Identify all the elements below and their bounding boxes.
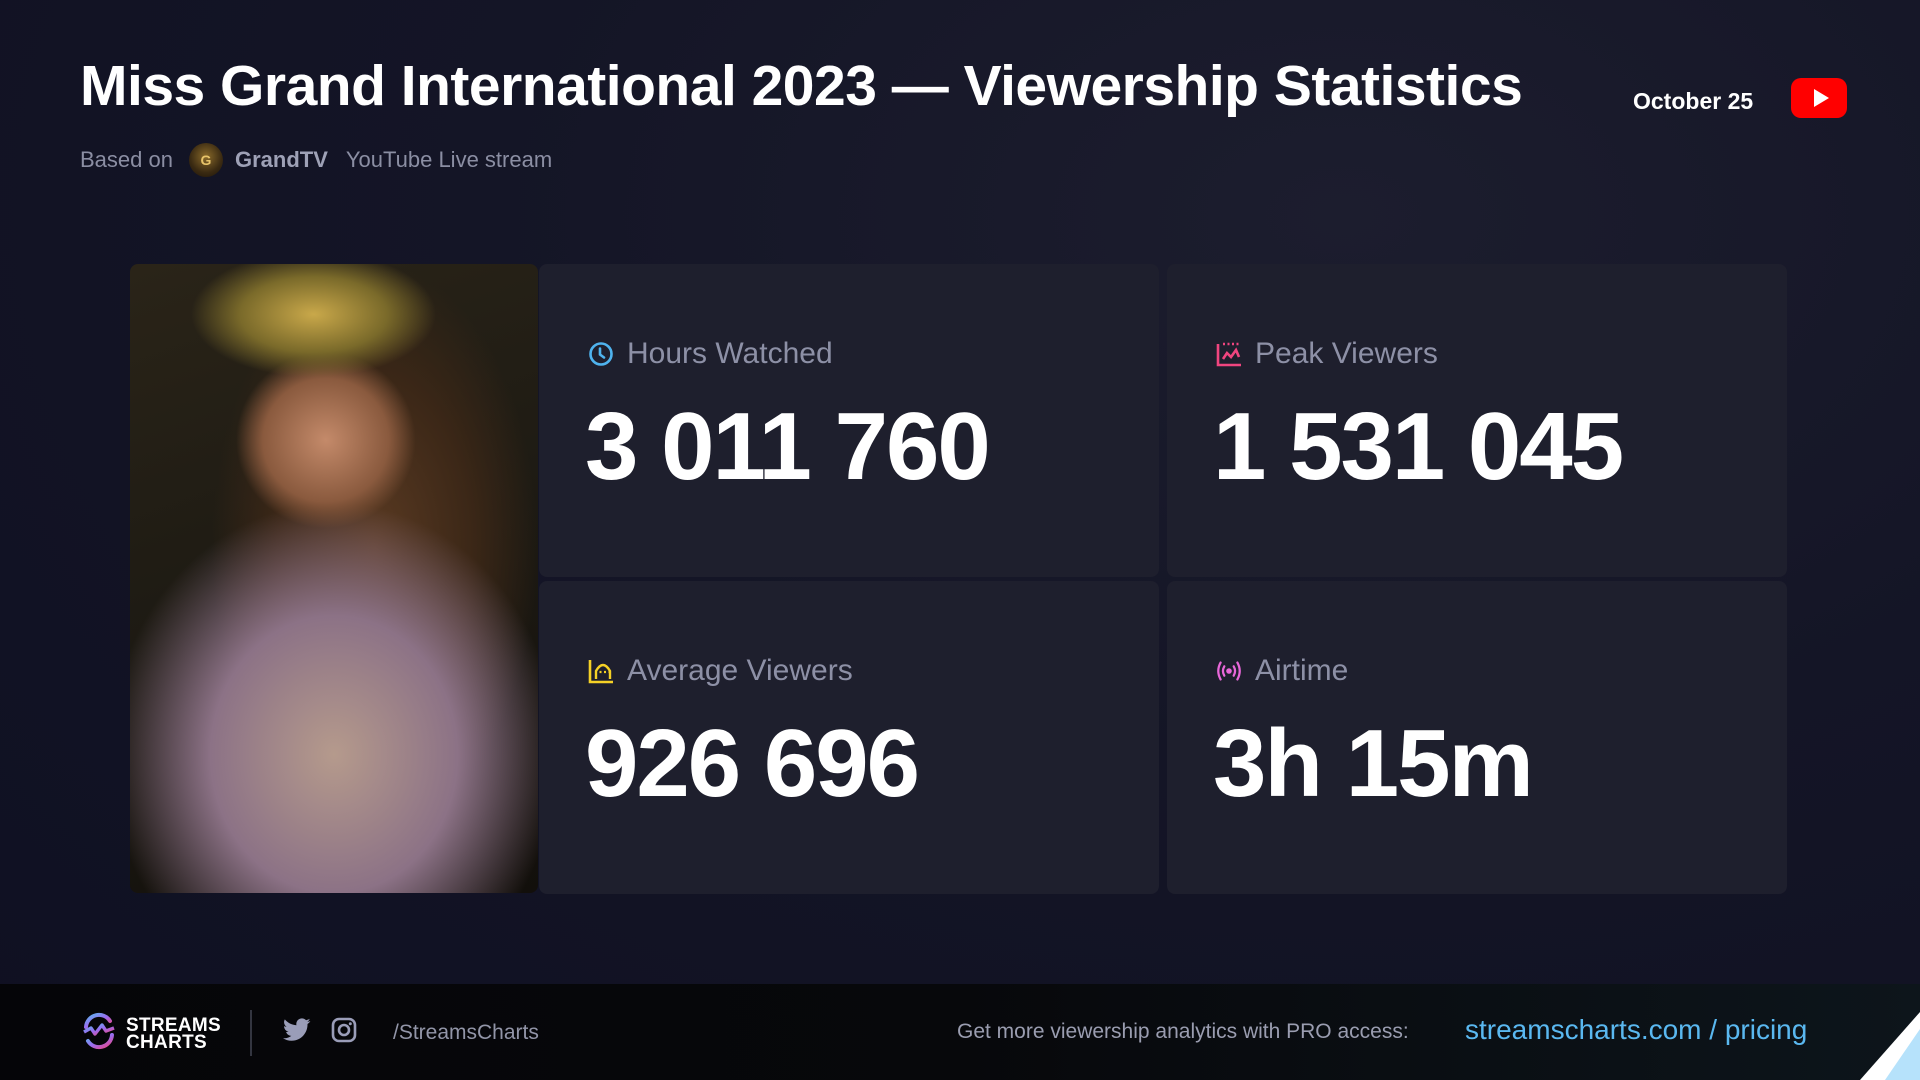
streams-charts-logo[interactable]: STREAMS CHARTS <box>80 1012 221 1055</box>
logo-mark-icon <box>80 1012 118 1055</box>
stat-value: 1 531 045 <box>1213 393 1624 500</box>
pricing-link[interactable]: streamscharts.com / pricing <box>1465 1014 1808 1045</box>
footer: STREAMS CHARTS /StreamsCharts Get more v… <box>0 984 1920 1080</box>
winner-photo <box>130 264 538 893</box>
instagram-icon[interactable] <box>331 1017 357 1048</box>
broadcast-icon <box>1215 657 1243 685</box>
peak-chart-icon <box>1215 340 1243 368</box>
header: Miss Grand International 2023 — Viewersh… <box>80 54 1920 177</box>
logo-line-2: CHARTS <box>126 1031 207 1053</box>
stats-grid: Hours Watched 3 011 760 Peak Viewers 1 5… <box>539 264 1788 894</box>
stat-card-hours-watched: Hours Watched 3 011 760 <box>539 264 1159 577</box>
average-chart-icon <box>587 657 615 685</box>
clock-icon <box>587 340 615 368</box>
logo-line-1: STREAMS <box>126 1014 221 1036</box>
twitter-icon[interactable] <box>282 1018 311 1047</box>
social-links: /StreamsCharts <box>282 1017 539 1048</box>
stat-card-peak-viewers: Peak Viewers 1 531 045 <box>1167 264 1787 577</box>
source-line: Based on G GrandTV YouTube Live stream <box>80 143 552 177</box>
based-on-label: Based on <box>80 147 173 172</box>
stream-type: YouTube Live stream <box>345 147 553 172</box>
footer-divider <box>250 1010 252 1056</box>
corner-accent <box>1860 1012 1920 1080</box>
stat-label: Peak Viewers <box>1255 337 1438 370</box>
channel-name[interactable]: GrandTV <box>234 147 328 172</box>
social-handle[interactable]: /StreamsCharts <box>393 1020 539 1044</box>
youtube-icon <box>1791 78 1847 118</box>
stat-value: 3h 15m <box>1213 710 1534 817</box>
stat-label: Average Viewers <box>627 654 853 687</box>
stat-value: 3 011 760 <box>585 393 991 500</box>
promo-text: Get more viewership analytics with PRO a… <box>957 1020 1409 1043</box>
stat-label: Airtime <box>1255 654 1349 687</box>
event-date: October 25 <box>1633 88 1754 114</box>
stat-card-airtime: Airtime 3h 15m <box>1167 581 1787 894</box>
stat-card-average-viewers: Average Viewers 926 696 <box>539 581 1159 894</box>
channel-avatar: G <box>188 143 223 177</box>
stat-value: 926 696 <box>585 710 920 817</box>
page-title: Miss Grand International 2023 — Viewersh… <box>80 54 1523 118</box>
stat-label: Hours Watched <box>627 337 833 370</box>
